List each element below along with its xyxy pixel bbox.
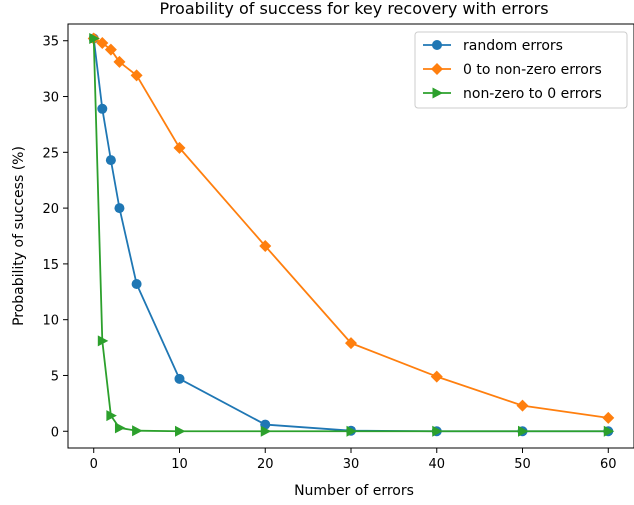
y-tick-label: 25 (42, 146, 59, 161)
data-point (603, 425, 615, 437)
data-point (89, 33, 100, 45)
data-point (174, 425, 186, 437)
legend-item: random errors (423, 38, 563, 54)
y-tick-label: 30 (42, 91, 59, 106)
data-point (113, 55, 126, 68)
y-axis: 0 5 10 15 20 25 30 35 (42, 35, 68, 440)
data-point (602, 411, 615, 424)
legend-label: random errors (463, 38, 563, 54)
x-tick-label: 60 (600, 457, 617, 472)
chart-title: Proability of success for key recovery w… (159, 0, 548, 18)
data-point (114, 422, 126, 434)
data-point (518, 425, 529, 437)
data-point (97, 335, 109, 347)
data-point (174, 373, 185, 384)
data-point (97, 103, 108, 114)
data-point (106, 410, 117, 422)
legend-marker (431, 63, 443, 75)
legend-item: 0 to non-zero errors (423, 62, 602, 78)
legend-label: non-zero to 0 errors (463, 86, 602, 102)
x-tick-label: 30 (343, 457, 360, 472)
plot-area (67, 23, 634, 449)
data-point (516, 399, 529, 412)
data-point (430, 370, 443, 383)
legend-marker (432, 87, 443, 99)
series-3 (89, 33, 615, 437)
x-tick-label: 20 (257, 457, 274, 472)
data-point (432, 425, 443, 437)
legend-marker (432, 40, 442, 50)
data-point (104, 43, 117, 56)
x-tick-label: 10 (171, 457, 188, 472)
y-tick-label: 20 (42, 202, 59, 217)
data-point (346, 425, 357, 437)
x-axis-title: Number of errors (294, 483, 414, 499)
x-tick-label: 0 (90, 457, 98, 472)
x-tick-label: 50 (514, 457, 531, 472)
legend-item: non-zero to 0 errors (423, 86, 602, 102)
data-point (96, 36, 109, 49)
x-axis: 0 10 20 30 40 50 60 (90, 448, 617, 472)
y-tick-label: 5 (51, 369, 59, 384)
data-point (114, 203, 125, 214)
data-point (173, 141, 186, 154)
legend-label: 0 to non-zero errors (463, 62, 602, 78)
y-tick-label: 15 (42, 258, 59, 273)
data-point (130, 69, 143, 82)
x-tick-label: 40 (428, 457, 445, 472)
data-point (259, 240, 272, 253)
y-tick-label: 0 (51, 425, 59, 440)
data-point (131, 278, 142, 289)
legend: random errors 0 to non-zero errors non-zer… (414, 31, 628, 109)
y-tick-label: 35 (42, 35, 59, 50)
y-axis-title: Probability of success (%) (11, 146, 27, 326)
data-point (345, 337, 357, 350)
data-point (105, 155, 116, 166)
data-point (260, 425, 272, 437)
data-point (132, 425, 143, 437)
legend-box (414, 31, 628, 109)
y-tick-label: 10 (42, 314, 59, 329)
